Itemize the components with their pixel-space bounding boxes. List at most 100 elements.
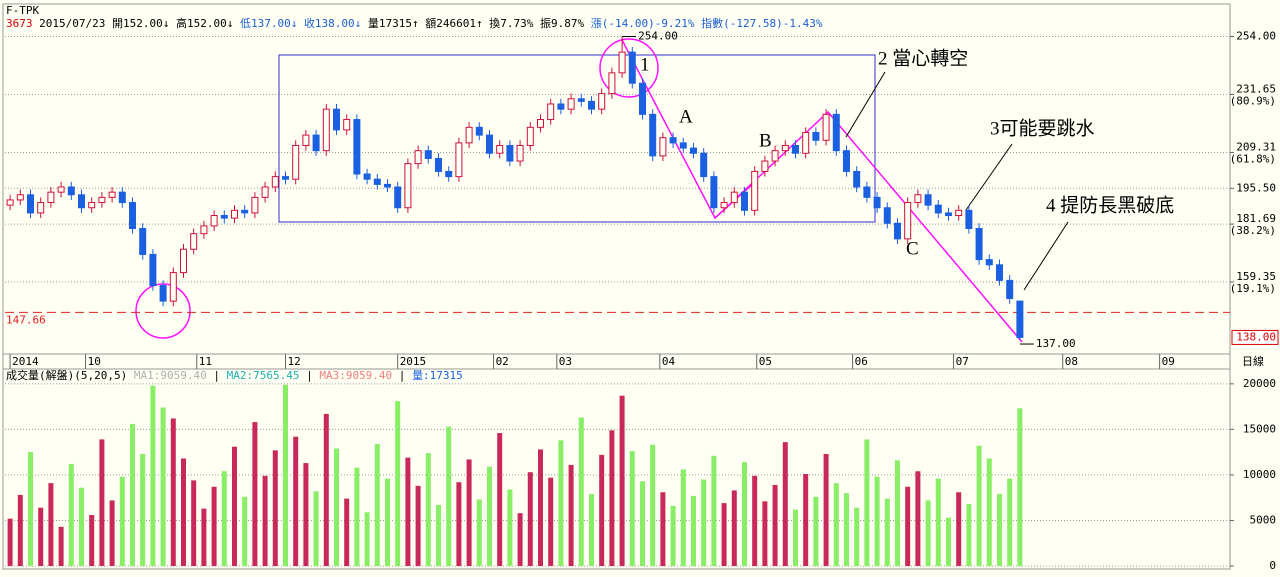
volume-bar [99,439,105,566]
volume-bar [68,463,74,566]
volume-bar [772,484,778,566]
candle-body [271,176,279,188]
candle-body [863,186,871,198]
candle-body [159,285,167,302]
candle-body [179,248,187,274]
header-item: 指數(-127.58)-1.43% [701,16,823,30]
volume-bar [650,444,656,566]
candle-body [220,215,228,219]
header-item: 2015/07/23 [39,17,105,30]
candle-body [394,186,402,209]
header-item: 振9.87% [540,16,584,30]
candle-body [230,209,238,219]
header-item: 收138.00↓ [304,16,361,30]
volume-bar [609,430,615,566]
candle-body [689,147,697,154]
arrow [845,71,886,138]
volume-bar [497,433,503,566]
header-item: 低137.00↓ [240,17,297,30]
volume-bar [211,486,217,566]
candle-body [475,126,483,136]
low-label: 137.00 [1036,337,1076,350]
volume-bar [925,500,931,566]
volume-bar [731,490,737,566]
candle-body [445,170,453,178]
volume-bar [813,496,819,566]
candle-body [77,194,85,209]
symbol: F-TPK [6,4,39,17]
x-tick-label: 02 [496,355,509,368]
candle-body [802,132,810,154]
candle-body [832,113,840,152]
volume-bar [272,450,278,566]
candle-body [353,119,361,175]
volume-bar [323,413,329,566]
x-tick-label: 04 [662,355,676,368]
candle-body [312,134,320,152]
candle-body [659,137,667,157]
volume-bar [843,493,849,566]
volume-bar [252,422,258,566]
y-tick-label: 159.35 [1236,270,1276,283]
period-label: 日線 [1242,354,1264,368]
candle-body [536,119,544,128]
volume-bar [446,426,452,566]
volume-bar [201,508,207,566]
volume-bar [282,384,288,566]
volume-bar [221,471,227,566]
y-tick-label: 254.00 [1236,30,1276,43]
volume-bar [48,483,54,566]
candle-body [118,191,126,204]
volume-bar [17,494,23,566]
candle-body [506,144,514,162]
volume-bar [333,448,339,566]
volume-bar [466,459,472,566]
candle-body [710,176,718,209]
candle-body [26,194,34,214]
y-tick-label: 10000 [1243,468,1276,481]
volume-bar [945,517,951,566]
candle-body [302,134,310,146]
candle-body [526,126,534,146]
volume-bar [680,469,686,566]
x-tick-label: 11 [199,355,212,368]
volume-bar [129,423,135,566]
candle-body [434,157,442,172]
volume-bar [395,401,401,566]
volume-bar [191,480,197,566]
candle-body [1016,300,1024,338]
volume-bar [578,417,584,566]
annotation: C [906,238,919,259]
volume-bar [89,514,95,566]
volume-bar [109,500,115,566]
volume-bar [476,499,482,566]
candle-body [47,191,55,204]
candle-body [955,209,963,217]
volume-bar [160,407,166,566]
y-tick-note: (19.1%) [1230,282,1276,295]
candle-body [720,202,728,209]
volume-bar [915,471,921,566]
candle-body [822,113,830,141]
volume-bar [7,518,13,566]
volume-bar [558,440,564,566]
volume-bar [140,453,146,566]
candle-body [812,132,820,141]
annotation: 1 [640,54,650,75]
volume-bar [864,439,870,566]
x-tick-label: 06 [855,355,868,368]
volume-bar [905,486,911,566]
volume-bar [752,475,758,566]
candle-body [1006,279,1014,300]
candle-body [190,233,198,250]
candle-body [577,98,585,102]
header-item: 高152.00↓ [176,16,233,30]
candle-body [169,272,177,302]
volume-bar [966,504,972,566]
volume-bar [874,476,880,566]
header-item: 量17315↑ [368,17,419,30]
candle-body [424,150,432,159]
candle-body [628,51,636,84]
header-item: 3673 [6,17,33,30]
candle-body [465,126,473,144]
